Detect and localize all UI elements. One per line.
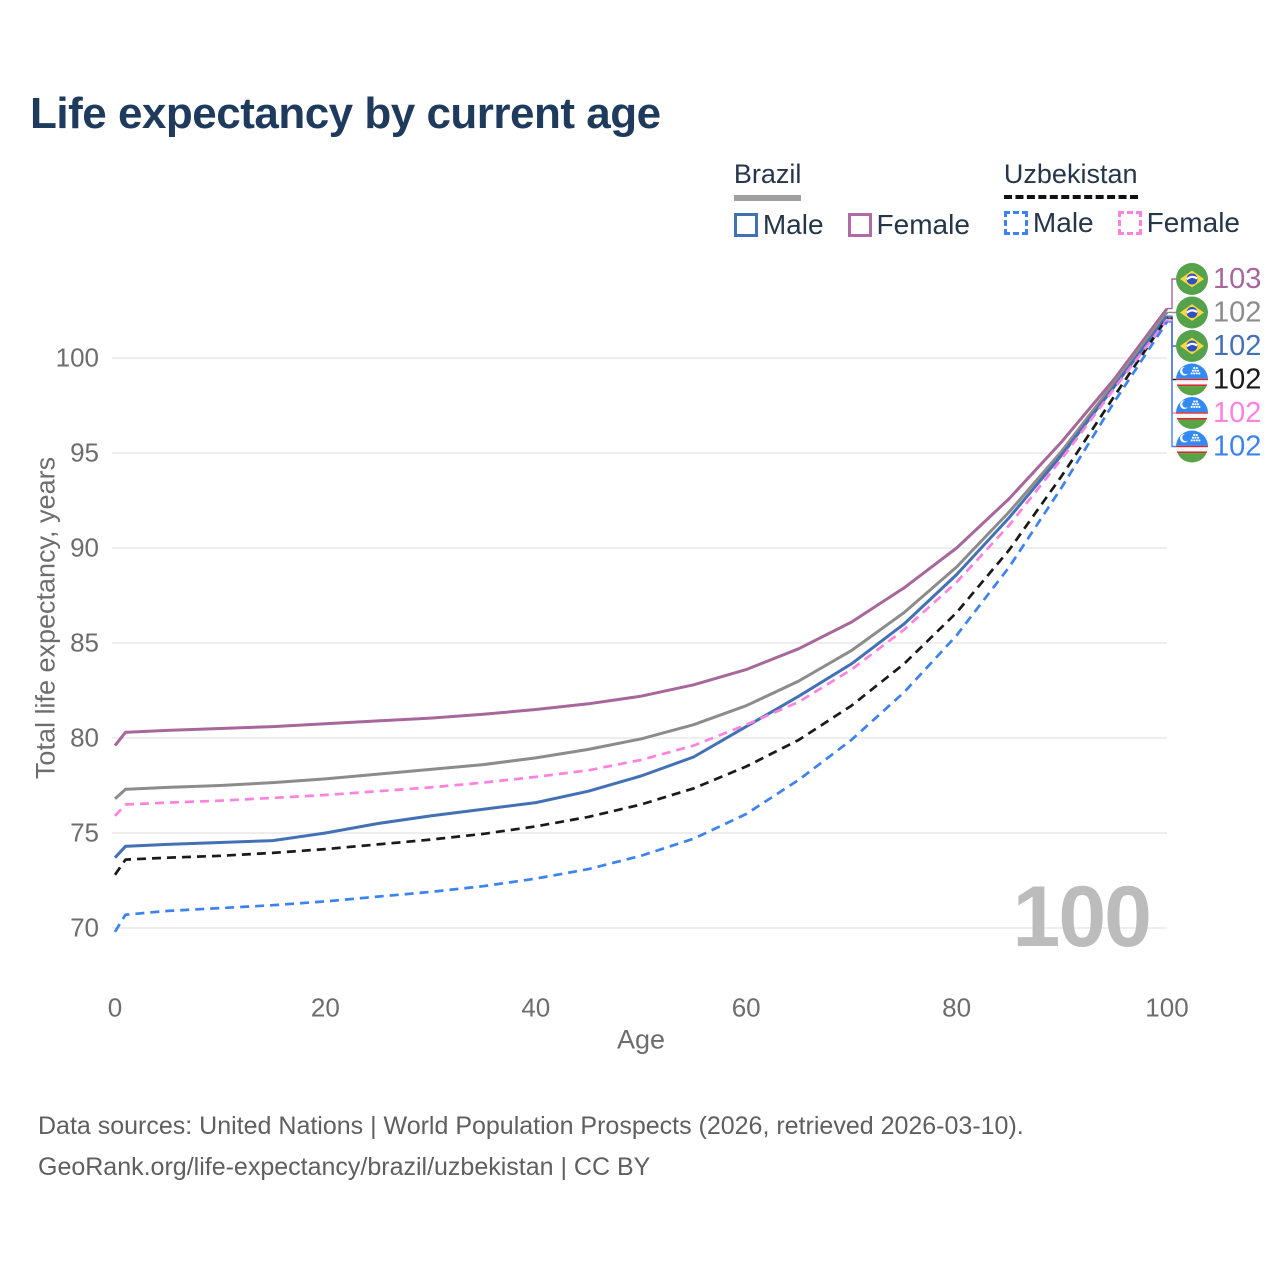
end-value-label: 102 bbox=[1213, 297, 1261, 329]
page-title: Life expectancy by current age bbox=[30, 89, 661, 138]
y-tick-label: 95 bbox=[70, 437, 99, 468]
uzbekistan-flag-icon bbox=[1176, 363, 1208, 396]
end-label-leader-line bbox=[1167, 321, 1176, 448]
uzbekistan-flag-icon bbox=[1176, 430, 1208, 463]
dashed-line-swatch-icon bbox=[1003, 210, 1028, 235]
legend-group-brazil: Brazil Male Female bbox=[733, 159, 970, 241]
attribution-footer: Data sources: United Nations | World Pop… bbox=[38, 1106, 1024, 1188]
series-line-brazil-female[interactable] bbox=[113, 307, 1169, 747]
brazil-flag-icon bbox=[1176, 296, 1208, 329]
end-label-leader-line bbox=[1167, 278, 1176, 310]
end-value-label: 103 bbox=[1213, 263, 1261, 295]
solid-line-swatch-icon bbox=[847, 212, 872, 237]
end-value-label: 102 bbox=[1213, 330, 1261, 362]
end-value-label: 102 bbox=[1213, 364, 1261, 396]
x-axis-title: Age bbox=[616, 1024, 666, 1055]
legend-items-brazil: Male Female bbox=[733, 208, 970, 241]
solid-line-swatch-icon bbox=[733, 212, 758, 237]
legend-country-brazil[interactable]: Brazil bbox=[733, 159, 802, 201]
legend-item-brazil-female[interactable]: Female bbox=[847, 208, 970, 241]
legend-group-uzbekistan: Uzbekistan Male Female bbox=[1003, 159, 1240, 241]
y-axis-title: Total life expectancy, years bbox=[30, 456, 61, 780]
x-tick-label: 60 bbox=[731, 992, 761, 1023]
end-value-label: 102 bbox=[1213, 397, 1261, 429]
brazil-flag-icon bbox=[1176, 330, 1208, 362]
series-line-uzbekistan-female[interactable] bbox=[114, 319, 1169, 817]
end-value-label: 102 bbox=[1213, 431, 1261, 463]
legend-item-uzbekistan-male[interactable]: Male bbox=[1003, 206, 1094, 239]
x-tick-label: 0 bbox=[107, 992, 123, 1023]
y-tick-label: 70 bbox=[70, 912, 99, 943]
source-url-line: GeoRank.org/life-expectancy/brazil/uzbek… bbox=[38, 1153, 651, 1181]
y-tick-label: 75 bbox=[70, 817, 99, 848]
x-tick-label: 40 bbox=[521, 992, 551, 1023]
x-tick-label: 20 bbox=[310, 992, 340, 1023]
legend: Brazil Male Female Uzbekistan Male bbox=[733, 159, 1240, 241]
uzbekistan-flag-icon bbox=[1176, 397, 1208, 429]
data-source-line: Data sources: United Nations | World Pop… bbox=[38, 1112, 1024, 1140]
legend-item-uzbekistan-female[interactable]: Female bbox=[1117, 206, 1240, 239]
legend-item-label: Female bbox=[1146, 206, 1240, 238]
hover-age-watermark: 100 bbox=[1013, 869, 1151, 965]
x-tick-label: 100 bbox=[1145, 992, 1189, 1023]
y-tick-label: 80 bbox=[70, 722, 99, 753]
x-tick-label: 80 bbox=[942, 992, 972, 1023]
legend-item-label: Female bbox=[876, 208, 970, 240]
legend-item-label: Male bbox=[762, 208, 824, 240]
y-tick-label: 90 bbox=[70, 532, 99, 563]
legend-item-label: Male bbox=[1032, 206, 1094, 238]
y-tick-label: 85 bbox=[70, 627, 99, 658]
y-tick-label: 100 bbox=[55, 342, 99, 373]
legend-country-uzbekistan[interactable]: Uzbekistan bbox=[1003, 159, 1138, 199]
brazil-flag-icon bbox=[1176, 263, 1208, 295]
series-line-brazil-male[interactable] bbox=[113, 315, 1169, 859]
series-line-brazil[interactable] bbox=[113, 311, 1169, 800]
series-line-uzbekistan[interactable] bbox=[113, 317, 1169, 876]
series-line-uzbekistan-male[interactable] bbox=[113, 321, 1169, 933]
dashed-line-swatch-icon bbox=[1117, 210, 1142, 235]
legend-item-brazil-male[interactable]: Male bbox=[733, 208, 824, 241]
legend-items-uzbekistan: Male Female bbox=[1003, 206, 1240, 239]
